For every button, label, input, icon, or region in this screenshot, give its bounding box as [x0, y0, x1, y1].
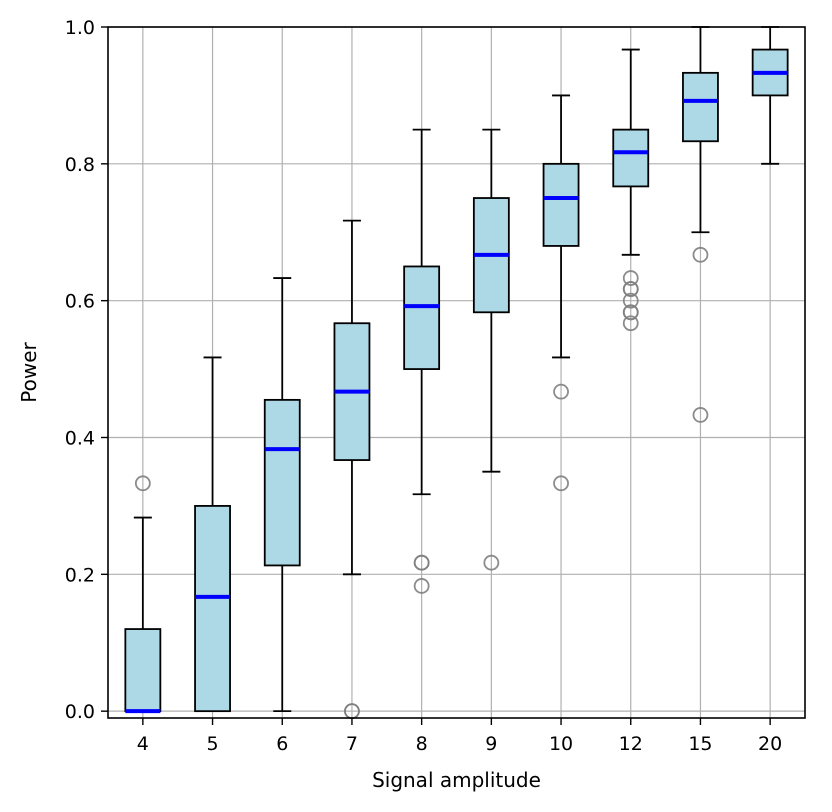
x-tick-label: 6 [276, 733, 288, 755]
plot-area-frame [107, 26, 806, 719]
outlier-point [692, 246, 709, 263]
outlier-point [134, 475, 151, 492]
outlier-point [622, 292, 639, 309]
iqr-box [124, 628, 162, 713]
iqr-box [612, 128, 650, 188]
outlier-point [413, 554, 430, 571]
axis-ticks: 4 5 6 7 8 9 10 12 15 20 0.0 0.2 0.4 0.6 0.8 1.0 [65, 17, 782, 755]
y-tick-label: 0.4 [65, 427, 95, 449]
box-4 [124, 475, 162, 714]
y-tick-label: 1.0 [65, 17, 95, 39]
y-axis-label: Power [17, 341, 41, 402]
x-axis-label: Signal amplitude [372, 768, 541, 792]
iqr-box [194, 505, 231, 713]
outlier-point [622, 270, 639, 286]
outlier-point [622, 281, 639, 297]
box-6 [263, 277, 301, 713]
boxes-layer [124, 26, 789, 720]
outlier-point [692, 407, 709, 423]
y-tick-label: 0.6 [65, 291, 95, 313]
x-tick-label: 10 [549, 733, 573, 755]
x-tick-label: 15 [688, 733, 712, 755]
x-tick-label: 20 [758, 733, 782, 755]
outlier-point [622, 304, 639, 321]
box-12 [612, 48, 650, 332]
outlier-point [553, 383, 569, 400]
iqr-box [542, 162, 580, 247]
outlier-point [483, 554, 500, 571]
box-5 [194, 356, 231, 713]
outlier-point [553, 475, 569, 492]
iqr-box [682, 71, 719, 143]
x-tick-label: 12 [619, 733, 643, 755]
x-tick-label: 7 [346, 733, 358, 755]
box-9 [472, 128, 510, 571]
x-tick-label: 5 [207, 733, 219, 755]
x-tick-label: 9 [485, 733, 497, 755]
y-tick-label: 0.0 [65, 701, 95, 723]
outlier-point [413, 578, 430, 594]
x-tick-label: 4 [137, 733, 149, 755]
iqr-box [263, 398, 301, 567]
outlier-point [622, 315, 639, 332]
iqr-box [403, 265, 441, 370]
x-tick-label: 8 [416, 733, 428, 755]
box-20 [751, 26, 789, 165]
y-tick-label: 0.2 [65, 564, 95, 586]
box-7 [333, 219, 371, 720]
box-8 [403, 128, 441, 594]
box-15 [682, 26, 719, 423]
y-tick-label: 0.8 [65, 154, 95, 176]
box-10 [542, 94, 580, 492]
